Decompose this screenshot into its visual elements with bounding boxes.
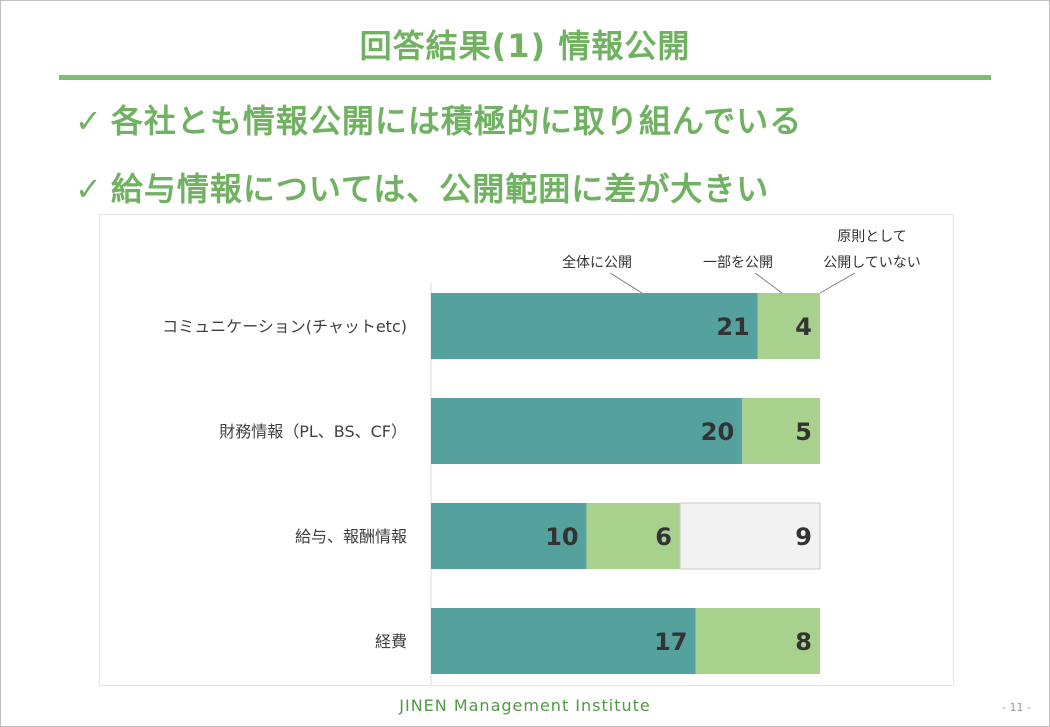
bar-segment-2 — [586, 503, 680, 569]
bullet-1: ✓ 各社とも情報公開には積極的に取り組んでいる — [75, 96, 802, 142]
bar-segment-2 — [695, 608, 820, 674]
series-callout-line-2 — [754, 272, 783, 294]
series-label-2: 一部を公開 — [703, 255, 773, 271]
bar-segment-1 — [431, 398, 743, 464]
check-icon: ✓ — [75, 170, 103, 208]
stacked-bar-chart: コミュニケーション(チャットetc) 21 4 財務情報（PL、BS、CF） 20 5 給与… — [162, 229, 921, 685]
data-label: 20 — [701, 418, 734, 446]
data-label: 9 — [795, 523, 812, 551]
check-icon: ✓ — [75, 102, 103, 140]
data-label: 17 — [654, 628, 687, 656]
data-label: 21 — [716, 313, 749, 341]
series-label-3-line-1: 原則として — [837, 229, 907, 245]
data-label: 8 — [795, 628, 812, 656]
data-label: 4 — [795, 313, 812, 341]
chart-area: コミュニケーション(チャットetc) 21 4 財務情報（PL、BS、CF） 20 5 給与… — [99, 214, 954, 686]
bar-segment-2 — [742, 398, 820, 464]
series-label-3-line-2: 公開していない — [823, 255, 921, 271]
bar-segment-1 — [431, 608, 696, 674]
bar-segment-1 — [431, 503, 587, 569]
bar-segment-2 — [757, 293, 820, 359]
bullet-2: ✓ 給与情報については、公開範囲に差が大きい — [75, 164, 769, 210]
series-callout-line-1 — [609, 272, 643, 294]
bar-segment-3 — [679, 502, 821, 570]
category-label: 経費 — [375, 632, 407, 651]
slide-title: 回答結果(1) 情報公開 — [359, 27, 691, 65]
title-divider — [59, 75, 991, 80]
bar-segment-1 — [431, 293, 758, 359]
data-label: 10 — [545, 523, 578, 551]
footer-organization: JINEN Management Institute — [399, 696, 651, 715]
bullet-2-text: 給与情報については、公開範囲に差が大きい — [110, 170, 770, 208]
page-number: - 11 - — [1002, 701, 1031, 714]
bullet-1-text: 各社とも情報公開には積極的に取り組んでいる — [110, 102, 803, 140]
category-label: コミュニケーション(チャットetc) — [162, 317, 407, 336]
data-label: 5 — [795, 418, 812, 446]
category-label: 財務情報（PL、BS、CF） — [219, 422, 407, 441]
series-callout-line-3 — [819, 272, 856, 294]
category-label: 給与、報酬情報 — [295, 527, 407, 546]
data-label: 6 — [655, 523, 672, 551]
series-label-1: 全体に公開 — [562, 254, 632, 271]
